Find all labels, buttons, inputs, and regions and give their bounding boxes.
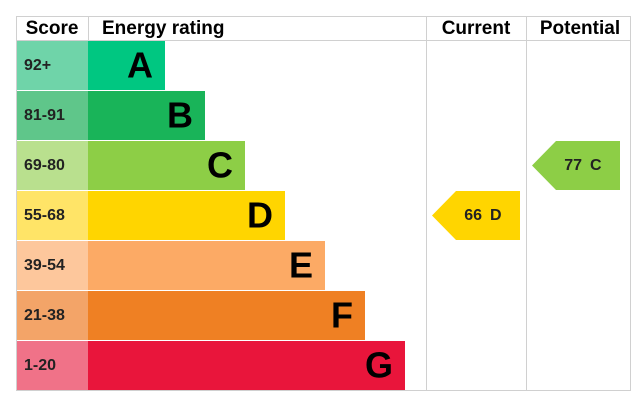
band-letter: D <box>247 195 273 236</box>
band-bar <box>88 41 165 90</box>
band-bar <box>88 291 365 340</box>
score-cell <box>17 191 88 240</box>
current-value: 66 <box>464 207 482 224</box>
band-bar <box>88 141 245 190</box>
score-label: 69-80 <box>24 157 65 174</box>
score-cell <box>17 291 88 340</box>
score-label: 21-38 <box>24 307 65 324</box>
header-current: Current <box>442 18 511 39</box>
band-bar <box>88 191 285 240</box>
band-bar <box>88 241 325 290</box>
current-arrow <box>432 191 520 240</box>
score-cell <box>17 141 88 190</box>
score-cell <box>17 91 88 140</box>
potential-value: 77 <box>564 157 582 174</box>
header-score: Score <box>26 18 79 39</box>
current-letter: D <box>490 207 502 224</box>
header-potential: Potential <box>540 18 620 39</box>
frame <box>16 16 631 391</box>
band-bar <box>88 91 205 140</box>
header-energy-rating: Energy rating <box>102 18 224 39</box>
score-label: 55-68 <box>24 207 65 224</box>
potential-arrow <box>532 141 620 190</box>
score-cell <box>17 341 88 390</box>
band-letter: B <box>167 95 193 136</box>
potential-letter: C <box>590 157 602 174</box>
band-letter: G <box>365 345 393 386</box>
band-letter: A <box>127 45 153 86</box>
band-letter: E <box>289 245 313 286</box>
score-cell <box>17 41 88 90</box>
band-letter: F <box>331 295 353 336</box>
score-cell <box>17 241 88 290</box>
score-label: 92+ <box>24 57 51 74</box>
score-label: 39-54 <box>24 257 65 274</box>
band-bar <box>88 341 405 390</box>
score-label: 81-91 <box>24 107 65 124</box>
score-label: 1-20 <box>24 357 56 374</box>
band-letter: C <box>207 145 233 186</box>
